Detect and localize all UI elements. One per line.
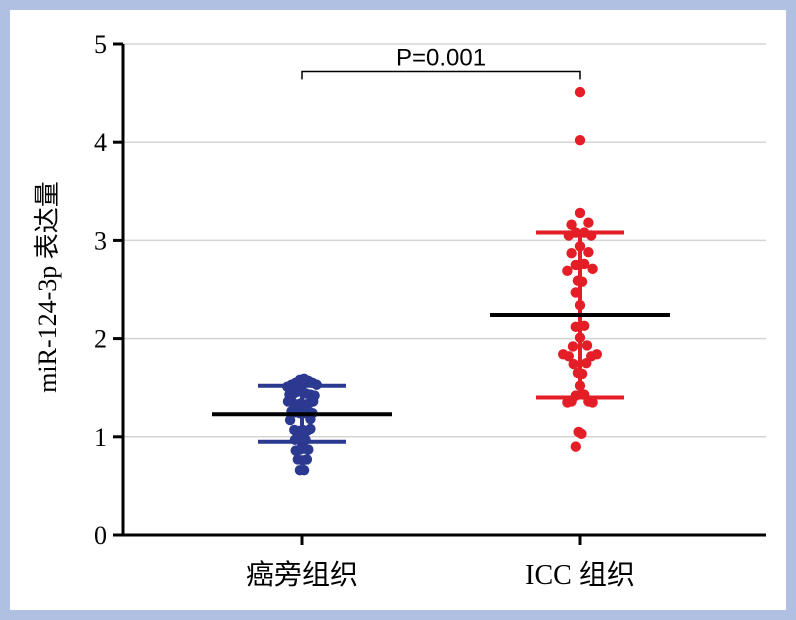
data-point-1-42	[570, 441, 581, 452]
data-point-0-41	[303, 444, 314, 455]
axes	[121, 44, 766, 545]
category-label-1: ICC 组织	[525, 559, 635, 591]
category-labels: 癌旁组织 ICC 组织	[246, 559, 635, 591]
data-point-1-4	[583, 217, 594, 228]
gridlines	[123, 43, 766, 438]
scatter-dot-plot: 0 1 2 3 4 5 P=0.001 癌旁组织 ICC 组织 miR-124-3p 表达量	[33, 30, 766, 591]
data-point-1-15	[587, 263, 598, 275]
data-point-0-46	[298, 464, 310, 476]
data-point-1-10	[566, 247, 577, 259]
data-point-1-11	[583, 246, 594, 258]
y-tick-label-1: 1	[94, 423, 107, 452]
data-point-0-34	[305, 423, 316, 435]
data-point-0-21	[308, 396, 319, 407]
data-point-1-26	[563, 351, 574, 362]
data-point-0-28	[284, 414, 296, 426]
data-point-1-29	[568, 358, 579, 370]
data-point-0-44	[301, 454, 313, 465]
y-tick-label-4: 4	[94, 128, 107, 157]
data-point-1-23	[567, 341, 579, 352]
data-point-1-30	[581, 357, 592, 369]
data-point-1-24	[581, 340, 593, 351]
y-axis-label: miR-124-3p 表达量	[33, 181, 62, 393]
significance-bracket-0	[301, 70, 581, 80]
p-value-label-0: P=0.001	[396, 44, 486, 71]
data-point-0-29	[305, 413, 316, 425]
data-point-1-41	[576, 428, 587, 440]
data-point-1-3	[566, 219, 577, 230]
data-point-1-28	[591, 349, 602, 360]
y-tick-label-2: 2	[94, 325, 107, 354]
data-points	[282, 86, 602, 476]
data-point-1-39	[587, 397, 598, 408]
data-point-1-1	[574, 135, 586, 146]
chart-panel: 0 1 2 3 4 5 P=0.001 癌旁组织 ICC 组织 miR-124-3p 表达量	[10, 10, 786, 610]
significance-annotation: P=0.001	[301, 44, 581, 80]
y-tick-label-5: 5	[94, 30, 107, 59]
y-axis-ticks: 0 1 2 3 4 5	[94, 30, 123, 550]
y-tick-label-3: 3	[94, 226, 107, 255]
y-tick-label-0: 0	[94, 521, 107, 550]
data-point-1-14	[562, 265, 573, 277]
data-point-1-0	[574, 86, 586, 98]
data-point-1-2	[574, 207, 586, 219]
category-label-0: 癌旁组织	[246, 559, 358, 591]
mean-sd-bars	[212, 230, 670, 444]
